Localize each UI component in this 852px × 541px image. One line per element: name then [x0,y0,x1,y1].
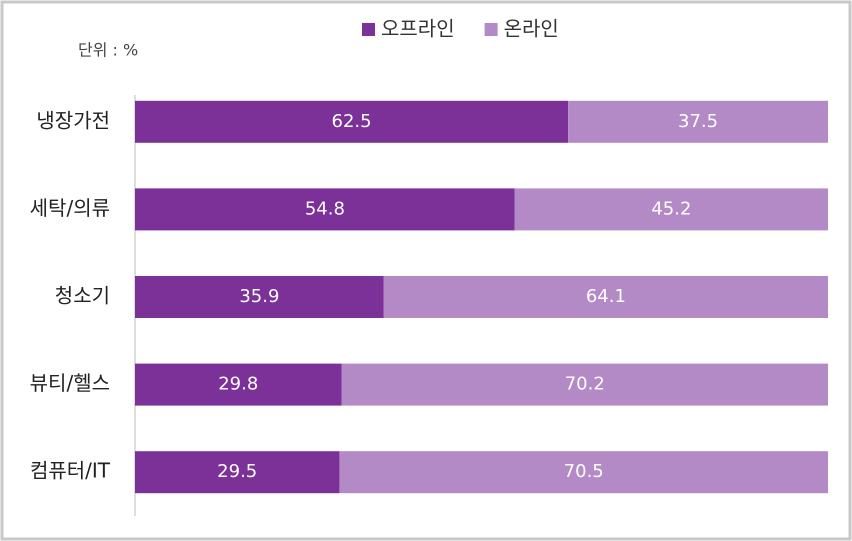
data-label: 35.9 [239,286,279,307]
bar-segment [135,451,340,494]
bar-segment [135,276,384,318]
data-label: 64.1 [586,286,626,307]
data-label: 70.5 [564,461,604,482]
data-label: 37.5 [678,111,718,132]
unit-label: 단위 : % [78,41,138,60]
y-tick-label: 세탁/의류 [30,196,110,220]
y-tick-label: 뷰티/헬스 [30,371,110,395]
data-label: 70.2 [565,374,605,395]
legend-label: 온라인 [504,17,559,41]
y-tick-label: 냉장가전 [36,108,110,132]
data-label: 29.5 [217,461,257,482]
legend-label: 오프라인 [381,17,455,41]
bar-segment [135,100,569,143]
data-label: 29.8 [218,374,258,395]
bar-segment [383,276,828,318]
data-label: 45.2 [651,198,691,219]
data-label: 62.5 [332,111,372,132]
bar-segment [341,363,828,406]
data-label: 54.8 [305,198,345,219]
legend-swatch [362,23,375,36]
bar-segment [514,188,828,231]
legend-swatch [484,23,498,36]
bar-segment [339,451,828,494]
bar-segment [135,188,515,231]
y-tick-label: 청소기 [55,284,110,308]
bar-segment [568,100,828,143]
bar-segment [135,363,342,406]
y-tick-label: 컴퓨터/IT [30,459,111,483]
